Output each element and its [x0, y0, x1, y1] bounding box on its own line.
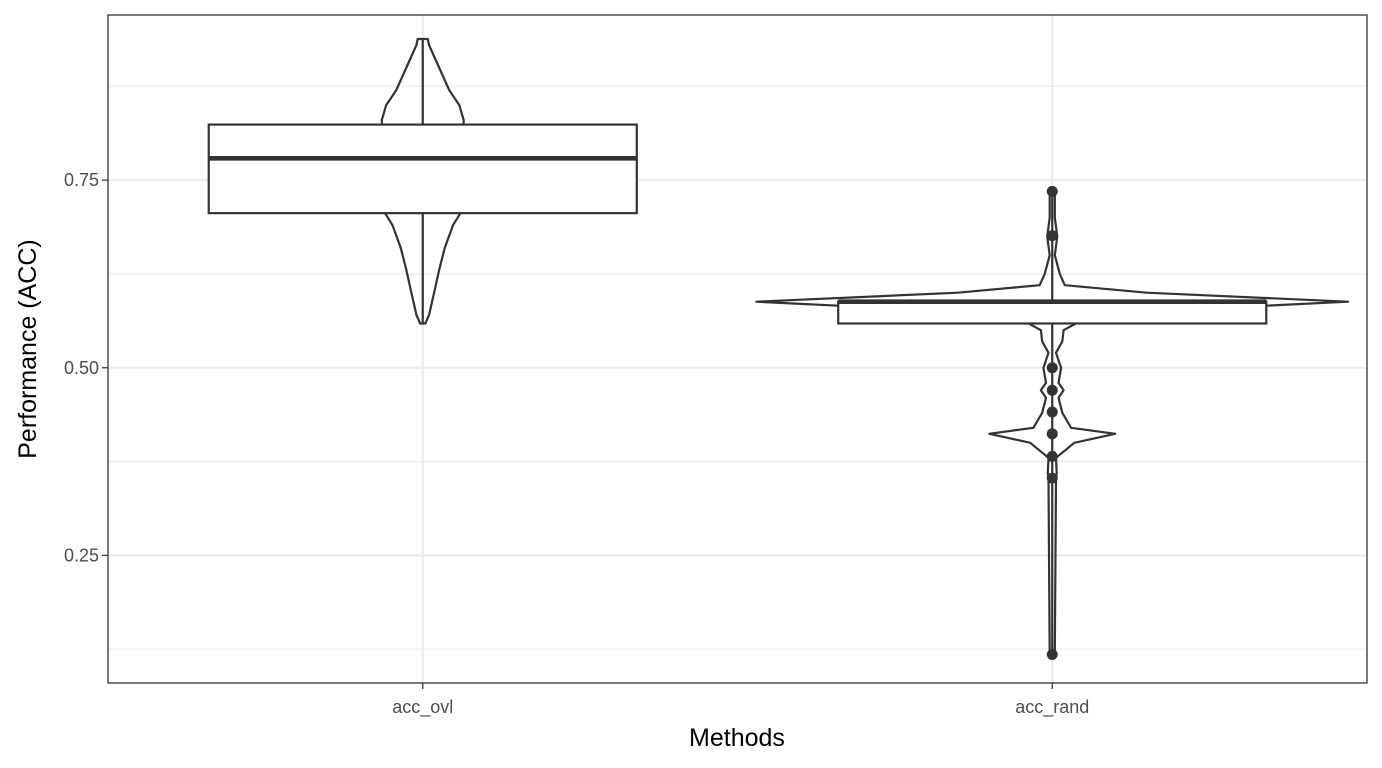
outlier-point	[1046, 428, 1058, 440]
outlier-points	[1046, 185, 1058, 660]
panel-border	[107, 14, 1368, 684]
outlier-point	[1046, 472, 1058, 484]
boxes	[207, 39, 1268, 655]
y-tick-label: 0.75	[64, 170, 99, 190]
outlier-point	[1046, 648, 1058, 660]
outlier-point	[1046, 185, 1058, 197]
y-tick-label: 0.50	[64, 358, 99, 378]
x-axis-title: Methods	[689, 724, 785, 752]
x-tick-label: acc_rand	[1015, 697, 1089, 718]
y-axis-title: Performance (ACC)	[14, 239, 42, 459]
outlier-point	[1046, 406, 1058, 418]
x-tick-label: acc_ovl	[392, 697, 453, 718]
box-acc_ovl	[207, 123, 638, 215]
violin-acc_ovl	[380, 37, 465, 325]
y-tick-label: 0.25	[64, 545, 99, 565]
outlier-point	[1046, 230, 1058, 242]
box-acc_rand	[837, 300, 1268, 325]
outlier-point	[1046, 450, 1058, 462]
outlier-point	[1046, 384, 1058, 396]
outlier-point	[1046, 362, 1058, 374]
axes: 0.25 0.50 0.75 acc_ovl acc_rand	[64, 170, 1089, 718]
